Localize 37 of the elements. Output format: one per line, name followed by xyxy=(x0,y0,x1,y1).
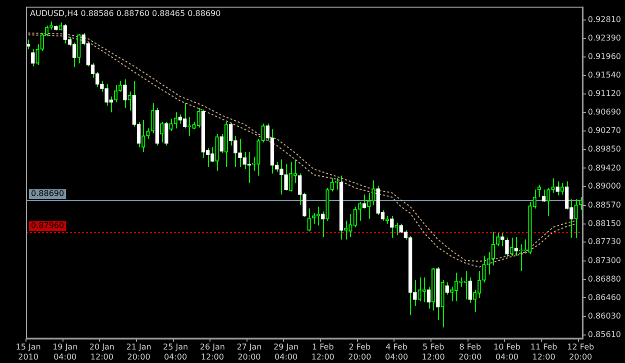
x-tick-label: 21 Jan 20:00 xyxy=(126,342,152,362)
y-tick-label: 0.90270 xyxy=(588,126,622,136)
x-tick-label: 29 Jan 04:00 xyxy=(274,342,299,362)
y-tick-label: 0.86880 xyxy=(588,274,622,284)
y-tick-label: 0.89420 xyxy=(588,163,622,172)
y-tick-label: 0.92390 xyxy=(588,33,622,42)
y-tick-label: 0.86030 xyxy=(588,312,622,321)
x-tick-label: 25 Jan 04:00 xyxy=(163,342,188,362)
x-tick-label: 5 Feb 12:00 xyxy=(422,342,445,362)
x-tick-label: 20 Jan 12:00 xyxy=(89,342,114,362)
y-tick-label: 0.91960 xyxy=(588,52,622,62)
x-tick-label: 27 Jan 20:00 xyxy=(236,342,262,362)
y-tick-label: 0.87730 xyxy=(588,237,622,246)
y-tick-label: 0.91540 xyxy=(588,70,622,80)
x-tick-label: 2 Feb 20:00 xyxy=(348,342,372,362)
ref-line-label: 0.88690 xyxy=(31,189,64,198)
chart-title: AUDUSD,H4 0.88586 0.88760 0.88465 0.88690 xyxy=(30,8,221,18)
x-tick-label: 1 Feb 12:00 xyxy=(311,342,334,362)
x-tick-label: 15 Jan 2010 xyxy=(16,342,41,362)
x-tick-label: 26 Jan 12:00 xyxy=(200,342,225,362)
y-tick-label: 0.90690 xyxy=(588,108,622,117)
y-tick-label: 0.85610 xyxy=(588,330,622,339)
y-tick-label: 0.87300 xyxy=(588,256,622,266)
x-tick-label: 4 Feb 04:00 xyxy=(384,342,408,362)
ref-line-label: 0.87960 xyxy=(31,221,64,230)
x-tick-label: 19 Jan 04:00 xyxy=(52,342,78,362)
y-tick-label: 0.88150 xyxy=(588,218,622,228)
x-tick-label: 10 Feb 04:00 xyxy=(494,342,520,362)
y-tick-label: 0.91120 xyxy=(588,88,622,98)
x-tick-label: 8 Feb 20:00 xyxy=(458,342,482,362)
y-tick-label: 0.89000 xyxy=(588,182,622,191)
x-tick-label: 11 Feb 12:00 xyxy=(530,342,558,362)
y-tick-label: 0.86460 xyxy=(588,292,622,302)
y-tick-label: 0.88570 xyxy=(588,200,622,210)
y-tick-label: 0.89850 xyxy=(588,144,622,154)
x-tick-label: 12 Feb 20:00 xyxy=(567,342,594,362)
y-tick-label: 0.92810 xyxy=(588,15,622,24)
